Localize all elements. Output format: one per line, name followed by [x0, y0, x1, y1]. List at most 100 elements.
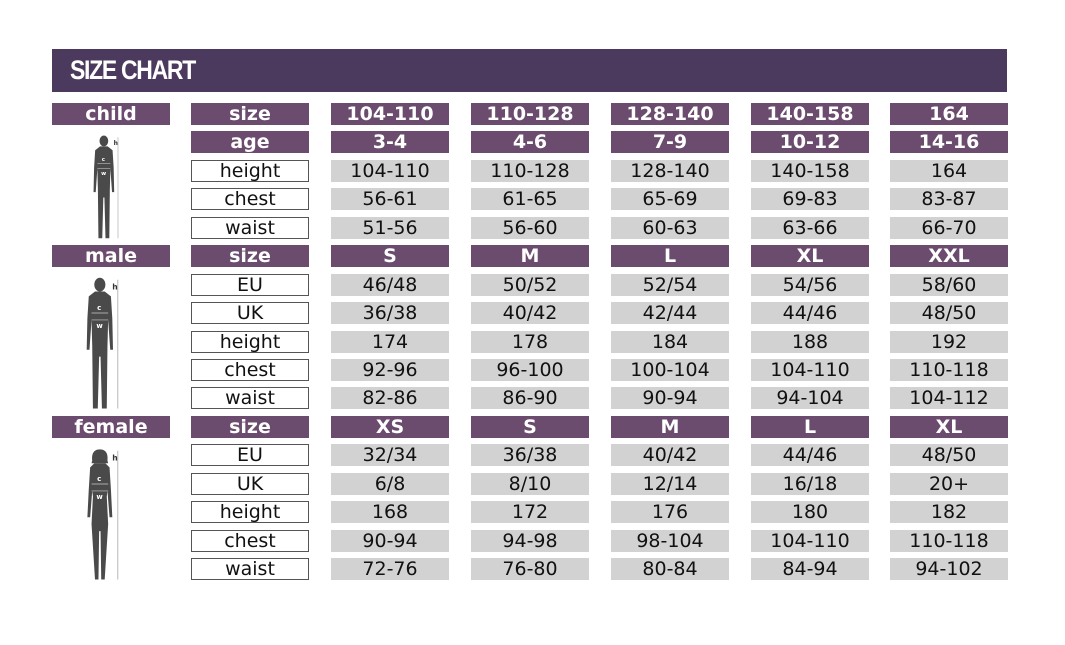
table-cell: 94-104 — [751, 387, 869, 409]
row-label: waist — [191, 217, 309, 239]
table-cell: 92-96 — [331, 359, 449, 381]
column-header: 10-12 — [751, 131, 869, 153]
table-cell: 100-104 — [611, 359, 729, 381]
row-label: chest — [191, 530, 309, 552]
row-label: height — [191, 501, 309, 523]
row-label: UK — [191, 302, 309, 324]
column-header: XL — [751, 245, 869, 267]
column-header: S — [331, 245, 449, 267]
table-cell: 40/42 — [471, 302, 589, 324]
table-cell: 94-98 — [471, 530, 589, 552]
column-header: 7-9 — [611, 131, 729, 153]
column-header: 164 — [890, 103, 1008, 125]
table-cell: 84-94 — [751, 558, 869, 580]
column-header: 4-6 — [471, 131, 589, 153]
row-label: EU — [191, 444, 309, 466]
table-cell: 54/56 — [751, 274, 869, 296]
table-cell: 110-128 — [471, 160, 589, 182]
table-cell: 104-112 — [890, 387, 1008, 409]
column-header: 110-128 — [471, 103, 589, 125]
table-cell: 32/34 — [331, 444, 449, 466]
table-cell: 58/60 — [890, 274, 1008, 296]
waist-mark: w — [96, 322, 103, 330]
column-header: 140-158 — [751, 103, 869, 125]
table-cell: 104-110 — [331, 160, 449, 182]
table-cell: 8/10 — [471, 473, 589, 495]
chest-mark: c — [97, 475, 101, 483]
table-cell: 56-60 — [471, 217, 589, 239]
column-header: 104-110 — [331, 103, 449, 125]
row-label: EU — [191, 274, 309, 296]
table-cell: 110-118 — [890, 530, 1008, 552]
table-cell: 63-66 — [751, 217, 869, 239]
height-mark: h — [114, 140, 118, 147]
column-header: L — [611, 245, 729, 267]
row-label: waist — [191, 558, 309, 580]
row-label: UK — [191, 473, 309, 495]
table-cell: 51-56 — [331, 217, 449, 239]
table-cell: 46/48 — [331, 274, 449, 296]
table-cell: 176 — [611, 501, 729, 523]
table-cell: 66-70 — [890, 217, 1008, 239]
row-label: size — [191, 416, 309, 438]
height-mark: h — [112, 453, 117, 462]
chest-mark: c — [97, 304, 101, 312]
table-cell: 96-100 — [471, 359, 589, 381]
column-header: XS — [331, 416, 449, 438]
column-header: L — [751, 416, 869, 438]
row-label: size — [191, 103, 309, 125]
table-cell: 69-83 — [751, 188, 869, 210]
table-cell: 80-84 — [611, 558, 729, 580]
table-cell: 52/54 — [611, 274, 729, 296]
table-cell: 20+ — [890, 473, 1008, 495]
table-cell: 12/14 — [611, 473, 729, 495]
table-cell: 184 — [611, 331, 729, 353]
table-cell: 192 — [890, 331, 1008, 353]
column-header: S — [471, 416, 589, 438]
table-cell: 180 — [751, 501, 869, 523]
table-cell: 61-65 — [471, 188, 589, 210]
row-label: size — [191, 245, 309, 267]
waist-mark: w — [96, 493, 103, 501]
table-cell: 36/38 — [471, 444, 589, 466]
table-cell: 104-110 — [751, 359, 869, 381]
row-label: height — [191, 331, 309, 353]
table-cell: 72-76 — [331, 558, 449, 580]
table-cell: 6/8 — [331, 473, 449, 495]
table-cell: 82-86 — [331, 387, 449, 409]
page-title: SIZE CHART — [70, 55, 196, 85]
table-cell: 16/18 — [751, 473, 869, 495]
table-cell: 140-158 — [751, 160, 869, 182]
child-silhouette-icon: h c w — [93, 135, 119, 239]
table-cell: 128-140 — [611, 160, 729, 182]
column-header: 14-16 — [890, 131, 1008, 153]
row-label: chest — [191, 188, 309, 210]
section-label-child: child — [52, 103, 170, 125]
chest-mark: c — [102, 157, 105, 163]
table-cell: 50/52 — [471, 274, 589, 296]
table-cell: 90-94 — [331, 530, 449, 552]
table-cell: 36/38 — [331, 302, 449, 324]
column-header: M — [611, 416, 729, 438]
table-cell: 83-87 — [890, 188, 1008, 210]
table-cell: 42/44 — [611, 302, 729, 324]
table-cell: 94-102 — [890, 558, 1008, 580]
waist-mark: w — [101, 171, 106, 177]
table-cell: 40/42 — [611, 444, 729, 466]
table-cell: 76-80 — [471, 558, 589, 580]
table-cell: 178 — [471, 331, 589, 353]
column-header: XXL — [890, 245, 1008, 267]
table-cell: 90-94 — [611, 387, 729, 409]
table-cell: 60-63 — [611, 217, 729, 239]
table-cell: 48/50 — [890, 444, 1008, 466]
section-label-male: male — [52, 245, 170, 268]
height-mark: h — [112, 283, 117, 292]
table-cell: 172 — [471, 501, 589, 523]
title-bar: SIZE CHART — [52, 49, 1007, 92]
row-label: height — [191, 160, 309, 182]
female-silhouette-icon: h c w — [87, 449, 119, 580]
column-header: M — [471, 245, 589, 267]
row-label: chest — [191, 359, 309, 381]
table-cell: 164 — [890, 160, 1008, 182]
table-cell: 168 — [331, 501, 449, 523]
